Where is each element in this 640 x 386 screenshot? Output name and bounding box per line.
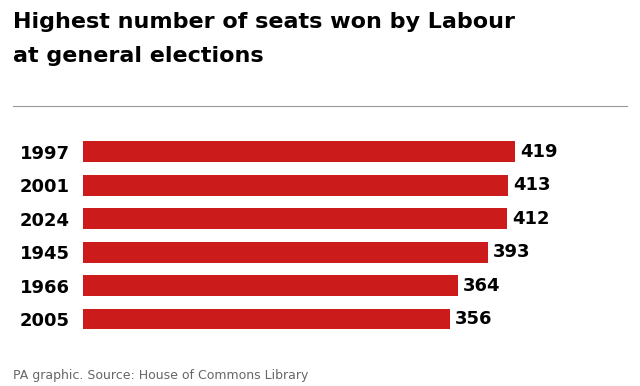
Text: 419: 419 (520, 143, 557, 161)
Bar (83, 141, 515, 162)
Text: 412: 412 (513, 210, 550, 228)
Text: 356: 356 (455, 310, 492, 328)
Bar (83, 309, 450, 330)
Bar (83, 275, 458, 296)
Text: PA graphic. Source: House of Commons Library: PA graphic. Source: House of Commons Lib… (13, 369, 308, 382)
Bar (83, 175, 508, 196)
Bar (83, 242, 488, 262)
Text: 413: 413 (513, 176, 551, 194)
Text: at general elections: at general elections (13, 46, 264, 66)
Text: Highest number of seats won by Labour: Highest number of seats won by Labour (13, 12, 515, 32)
Text: 364: 364 (463, 277, 500, 295)
Text: 393: 393 (493, 243, 531, 261)
Bar (83, 208, 508, 229)
